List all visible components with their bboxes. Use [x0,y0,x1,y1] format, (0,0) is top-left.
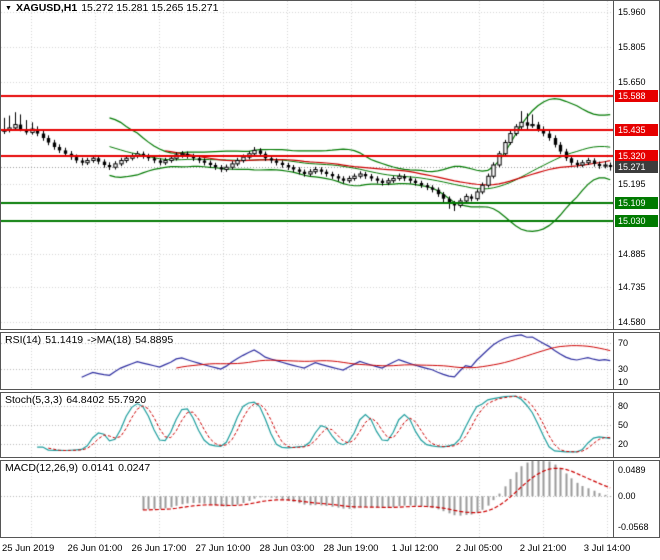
rsi-axis[interactable]: 70 30 10 [613,333,659,389]
macd-signal-value: 0.0247 [118,462,151,474]
chart-title: ▼ XAGUSD,H1 15.272 15.281 15.265 15.271 [5,2,222,15]
price-tick: 15.195 [618,179,646,190]
time-label: 3 Jul 14:00 [583,543,631,554]
stochastic-header: Stoch(5,3,3) 64.8402 55.7920 [5,394,150,407]
price-tick: 14.580 [618,317,646,328]
macd-header: MACD(12,26,9) 0.0141 0.0247 [5,462,154,475]
rsi-ma-value: 54.8895 [135,334,174,346]
support-price-badge: 15.109 [615,197,658,210]
stoch-k-value: 64.8402 [66,394,105,406]
stochastic-axis[interactable]: 80 50 20 [613,393,659,457]
rsi-value: 51.1419 [45,334,84,346]
resistance-price-badge: 15.588 [615,89,658,102]
macd-level-tick: 0.0489 [618,464,646,475]
price-tick: 14.735 [618,282,646,293]
resistance-price-badge: 15.320 [615,150,658,162]
price-chart-canvas[interactable] [1,1,613,329]
symbol-period-label: XAGUSD,H1 [15,2,78,14]
macd-value: 0.0141 [81,462,115,474]
rsi-label: RSI(14) [5,334,42,346]
time-label: 28 Jun 03:00 [259,543,315,554]
macd-label: MACD(12,26,9) [5,462,78,474]
time-label: 2 Jul 21:00 [519,543,567,554]
stochastic-canvas[interactable] [1,393,613,457]
time-label: 27 Jun 10:00 [195,543,251,554]
price-tick: 14.885 [618,248,646,259]
time-label: 26 Jun 01:00 [67,543,123,554]
time-label: 1 Jul 12:00 [391,543,439,554]
time-label: 28 Jun 19:00 [323,543,379,554]
time-label: 2 Jul 05:00 [455,543,503,554]
stochastic-level-tick: 20 [618,439,629,450]
rsi-level-tick: 70 [618,337,629,348]
price-axis[interactable]: 15.960 15.805 15.650 15.195 14.885 14.735 14.5… [613,1,659,329]
macd-axis[interactable]: 0.0489 0.00 -0.0568 [613,461,659,537]
resistance-price-badge: 15.435 [615,124,658,137]
collapse-chevron-icon[interactable]: ▼ [5,5,12,12]
support-price-badge: 15.030 [615,215,658,228]
macd-panel: MACD(12,26,9) 0.0141 0.0247 0.0489 0.00 -0.0… [0,460,660,538]
stoch-label: Stoch(5,3,3) [5,394,63,406]
rsi-level-tick: 30 [618,364,629,375]
price-tick: 15.650 [618,76,646,87]
stochastic-panel: Stoch(5,3,3) 64.8402 55.7920 80 50 20 [0,392,660,458]
macd-canvas[interactable] [1,461,613,537]
macd-level-tick: 0.00 [618,491,636,502]
rsi-header: RSI(14) 51.1419 ->MA(18) 54.8895 [5,334,177,347]
stoch-d-value: 55.7920 [108,394,147,406]
stochastic-level-tick: 50 [618,420,629,430]
time-label: 26 Jun 17:00 [131,543,187,554]
rsi-canvas[interactable] [1,333,613,389]
rsi-panel: RSI(14) 51.1419 ->MA(18) 54.8895 70 30 10 [0,332,660,390]
price-tick: 15.960 [618,7,646,18]
stochastic-level-tick: 80 [618,400,629,411]
rsi-ma-label: ->MA(18) [87,334,132,346]
time-label: 25 Jun 2019 [2,543,55,554]
current-price-badge: 15.271 [615,161,658,174]
ohlc-values: 15.272 15.281 15.265 15.271 [81,2,219,14]
macd-level-tick: -0.0568 [618,522,649,533]
rsi-level-tick: 10 [618,377,629,388]
price-tick: 15.805 [618,42,646,53]
time-axis[interactable]: 25 Jun 2019 26 Jun 01:00 26 Jun 17:00 27 Ju… [0,540,660,560]
main-chart-panel: ▼ XAGUSD,H1 15.272 15.281 15.265 15.271 15… [0,0,660,330]
